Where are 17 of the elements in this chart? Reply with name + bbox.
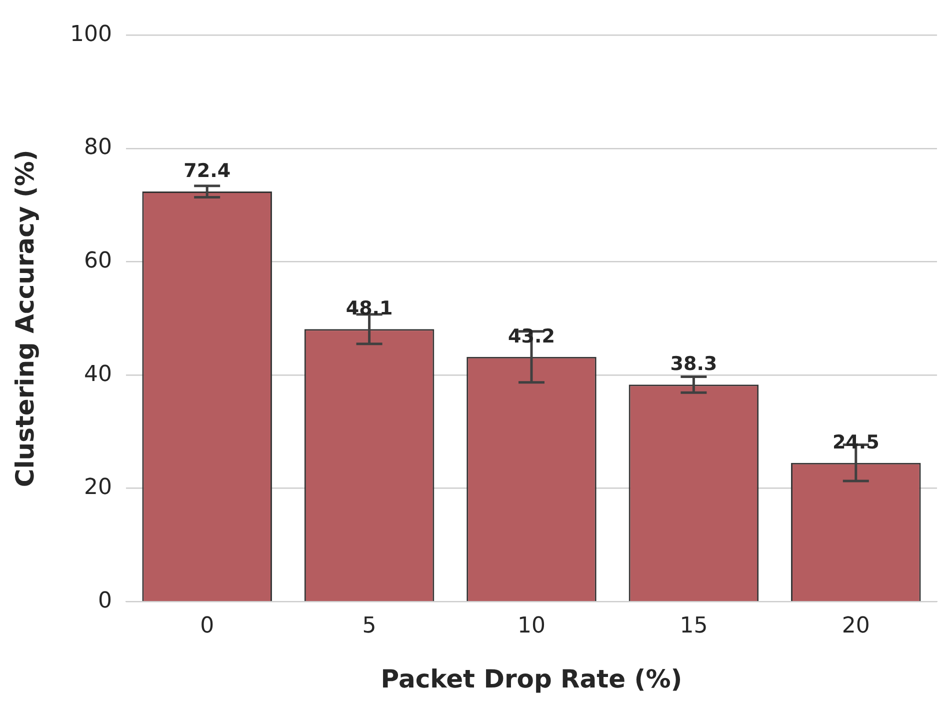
x-tick-label: 15 <box>680 614 708 639</box>
data-label: 24.5 <box>832 431 880 454</box>
data-label: 38.3 <box>670 353 718 376</box>
y-axis-title: Clustering Accuracy (%) <box>10 150 40 488</box>
x-tick-label: 5 <box>362 614 376 639</box>
y-tick-label: 40 <box>84 362 112 387</box>
y-tick-label: 20 <box>84 475 112 500</box>
x-tick-label: 10 <box>517 614 546 639</box>
data-label: 72.4 <box>184 160 231 182</box>
y-tick-label: 100 <box>70 22 112 47</box>
y-tick-label: 0 <box>98 588 112 614</box>
y-tick-label: 80 <box>84 135 112 160</box>
data-label: 48.1 <box>346 298 393 320</box>
y-tick-label: 60 <box>84 248 112 274</box>
x-tick-label: 20 <box>842 614 870 639</box>
x-axis-title: Packet Drop Rate (%) <box>380 664 682 694</box>
x-tick-label: 0 <box>200 614 214 639</box>
